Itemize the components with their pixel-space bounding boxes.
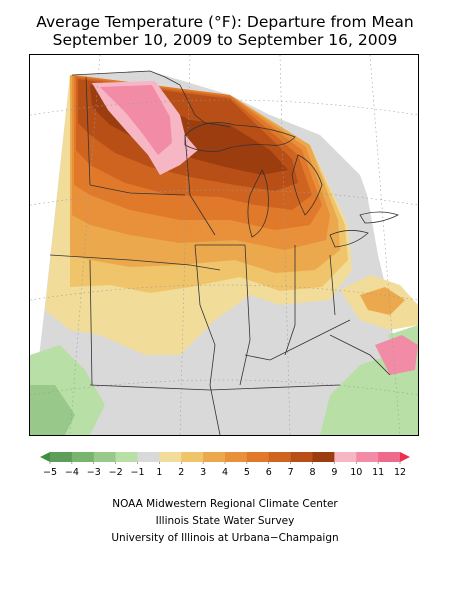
boundary-nd-mn [85, 76, 91, 186]
legend-bin [93, 452, 116, 462]
legend-tick-label: −4 [65, 467, 79, 478]
legend-tick-label: 6 [266, 467, 272, 478]
river-mississippi [194, 244, 221, 435]
boundary-mo-ks [89, 259, 93, 386]
legend-bin [290, 452, 313, 462]
legend-bin [312, 452, 335, 462]
legend-bin [203, 452, 226, 462]
lake-huron [291, 154, 323, 216]
lake-superior [184, 122, 296, 152]
legend-bin [246, 452, 270, 462]
legend-tick-label: 9 [331, 467, 337, 478]
credit-line-1: NOAA Midwestern Regional Climate Center [112, 498, 338, 510]
legend-tick-label: 4 [222, 467, 228, 478]
anomaly-10-11 [100, 85, 172, 155]
legend-tick-label: −3 [87, 467, 101, 478]
lake-michigan [247, 169, 269, 238]
legend-tick-label: 7 [288, 467, 294, 478]
legend-tick-label: 11 [372, 467, 384, 478]
legend-bin [71, 452, 95, 462]
boundary-mn-wi [184, 134, 216, 236]
boundary-sd-ne [49, 254, 131, 261]
legend-bin [159, 452, 182, 462]
legend-bin [115, 452, 138, 462]
credit-line-2: Illinois State Water Survey [155, 515, 295, 527]
legend-tick-label: 1 [156, 467, 162, 478]
lake-erie [329, 230, 369, 248]
legend-bin [181, 452, 204, 462]
legend-bin [268, 452, 291, 462]
legend-tick-label: 5 [244, 467, 250, 478]
boundary-mo-ar [89, 384, 211, 391]
boundary-in-oh [284, 245, 296, 356]
canada-area [150, 55, 418, 285]
boundary-ky-tn [209, 384, 341, 391]
legend-low-arrow [40, 452, 50, 462]
legend-bin [378, 452, 401, 462]
anomaly-cool-southeast [320, 355, 418, 435]
anomaly-pink-east [375, 335, 418, 375]
anomaly-warm-east-core [360, 287, 405, 315]
boundary-mn-ia [89, 184, 186, 196]
boundary-il-in [239, 244, 251, 386]
river-ohio [244, 319, 351, 361]
legend-tick-label: 8 [309, 467, 315, 478]
boundary-oh-pa [329, 254, 336, 316]
legend-high-arrow [400, 452, 410, 462]
legend-tick-label: 12 [394, 467, 406, 478]
boundary-ky-va [329, 334, 391, 376]
legend-tick-label: 3 [200, 467, 206, 478]
color-legend: −5 −4 −3 −2 −1 1 2 3 4 5 6 7 8 9 10 11 12 [40, 450, 410, 480]
map-title-line-2: September 10, 2009 to September 16, 2009 [52, 31, 398, 49]
legend-bin [225, 452, 248, 462]
legend-bin [334, 452, 357, 462]
boundary-us-canada [71, 70, 231, 128]
anomaly-cool-southwest-core [30, 385, 75, 435]
legend-tick-label: −5 [43, 467, 57, 478]
legend-tick-label: 2 [178, 467, 184, 478]
map-title-line-1: Average Temperature (°F): Departure from… [36, 13, 414, 31]
legend-bin [50, 452, 73, 462]
legend-bin [137, 452, 160, 462]
boundary-ia-mo [129, 259, 221, 271]
legend-bin [356, 452, 379, 462]
temperature-departure-map [29, 54, 419, 436]
lake-ontario [359, 211, 400, 224]
legend-tick-label: −1 [130, 467, 144, 478]
credit-line-3: University of Illinois at Urbana−Champai… [111, 532, 339, 544]
legend-tick-label: −2 [109, 467, 123, 478]
legend-tick-label: 10 [350, 467, 362, 478]
